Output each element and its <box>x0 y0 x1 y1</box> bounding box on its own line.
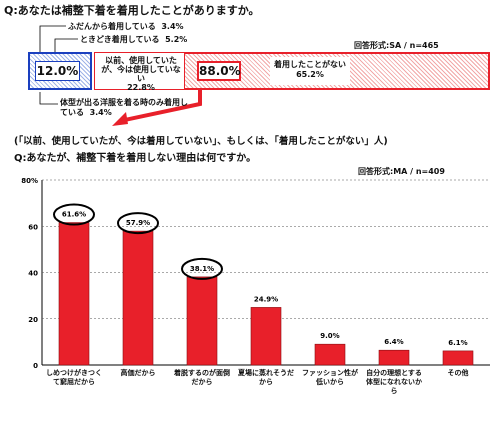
highlight-ellipse <box>117 212 159 235</box>
y-tick-label: 20 <box>28 316 38 324</box>
y-tick-label: 0 <box>33 362 38 370</box>
y-tick-label: 40 <box>28 270 38 278</box>
bar-value-label: 57.9% <box>126 219 150 227</box>
bar-value-label: 38.1% <box>190 265 214 273</box>
bar-value-label: 61.6% <box>62 211 86 219</box>
bar-value-label: 24.9% <box>254 295 278 303</box>
q2-subtitle: (「以前、使用していたが、今は着用していない」、もしくは、「着用したことがない」… <box>14 136 388 147</box>
bar-value-label: 6.4% <box>384 338 403 346</box>
bar-value-label: 6.1% <box>448 339 467 347</box>
q1-segment-never <box>270 57 350 85</box>
q1-segment-previously-label: 以前、使用していたが、今は使用していない 22.8% <box>101 56 181 92</box>
q1-red-arrowhead <box>112 112 128 126</box>
segment-label-usual: ふだんから着用している 3.4% <box>68 22 184 31</box>
q1-title: Q:あなたは補整下着を着用したことがありますか。 <box>4 4 260 17</box>
y-tick-label: 80% <box>21 177 38 185</box>
highlight-ellipse <box>53 203 95 226</box>
q1-total-not-pct: 88.0% <box>197 61 241 81</box>
q1-segment-never-label: 着用したことがない 65.2% <box>274 60 346 79</box>
bar-value-label: 9.0% <box>320 332 339 340</box>
category-label: 自分の理想とする体型になれないから <box>366 369 422 395</box>
bar <box>314 343 346 366</box>
y-tick-label: 60 <box>28 223 38 231</box>
category-label: 着脱するのが面倒だから <box>174 369 230 386</box>
bar <box>58 222 90 366</box>
q2-format: 回答形式:MA / n=409 <box>358 167 445 176</box>
bar <box>250 307 282 366</box>
category-label: 高価だから <box>120 369 156 377</box>
q1-segment-previously <box>95 53 185 89</box>
q1-total-wearing-pct: 12.0% <box>35 61 80 81</box>
category-label: 夏場に蒸れそうだから <box>238 369 294 386</box>
bar <box>122 230 154 366</box>
bar <box>378 349 410 366</box>
q2-title: Q:あなたが、補整下着を着用しない理由は何ですか。 <box>14 153 257 164</box>
segment-label-figure: 体型が出る洋服を着る時のみ着用している 3.4% <box>60 98 188 117</box>
q1-format: 回答形式:SA / n=465 <box>354 41 439 50</box>
category-label: その他 <box>447 369 469 377</box>
bar <box>186 276 218 366</box>
category-label: しめつけがきつくて窮屈だから <box>46 369 102 386</box>
category-label: ファッション性が低いから <box>302 369 358 386</box>
segment-label-sometimes: ときどき着用している 5.2% <box>80 35 188 44</box>
highlight-ellipse <box>181 257 223 280</box>
bar <box>442 350 474 366</box>
